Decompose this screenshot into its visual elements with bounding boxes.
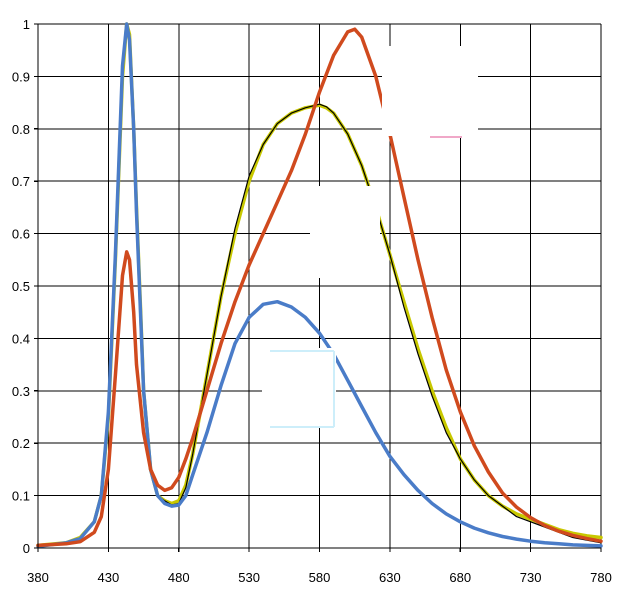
- blank-box: [262, 348, 336, 428]
- y-tick-label: 0.6: [12, 227, 30, 242]
- x-tick-label: 580: [309, 570, 331, 585]
- tick-labels-group: 0 0.1 0.2 0.3 0.4 0.5 0.6 0.7 0.8 0.9 1 380 430 480 53…: [12, 17, 612, 585]
- x-tick-label: 380: [27, 570, 49, 585]
- x-tick-label: 630: [379, 570, 401, 585]
- y-tick-label: 0.1: [12, 489, 30, 504]
- y-tick-label: 0.9: [12, 69, 30, 84]
- y-tick-label: 0.4: [12, 331, 30, 346]
- axes-group: [34, 23, 602, 552]
- x-tick-label: 680: [449, 570, 471, 585]
- x-tick-label: 780: [590, 570, 612, 585]
- y-tick-label: 0: [23, 541, 30, 556]
- y-tick-label: 0.8: [12, 122, 30, 137]
- y-tick-label: 1: [23, 17, 30, 32]
- blank-box: [310, 186, 380, 278]
- blank-box: [382, 46, 478, 136]
- x-tick-label: 530: [238, 570, 260, 585]
- y-tick-label: 0.7: [12, 174, 30, 189]
- grid: [38, 23, 602, 548]
- x-tick-label: 480: [168, 570, 190, 585]
- y-tick-label: 0.2: [12, 436, 30, 451]
- series-group: [36, 22, 603, 549]
- y-tick-label: 0.3: [12, 384, 30, 399]
- x-tick-label: 430: [98, 570, 120, 585]
- y-tick-label: 0.5: [12, 279, 30, 294]
- series-line-4: [36, 27, 603, 548]
- x-tick-label: 730: [520, 570, 542, 585]
- masks-group: [262, 46, 478, 428]
- series-line-3: [36, 22, 603, 549]
